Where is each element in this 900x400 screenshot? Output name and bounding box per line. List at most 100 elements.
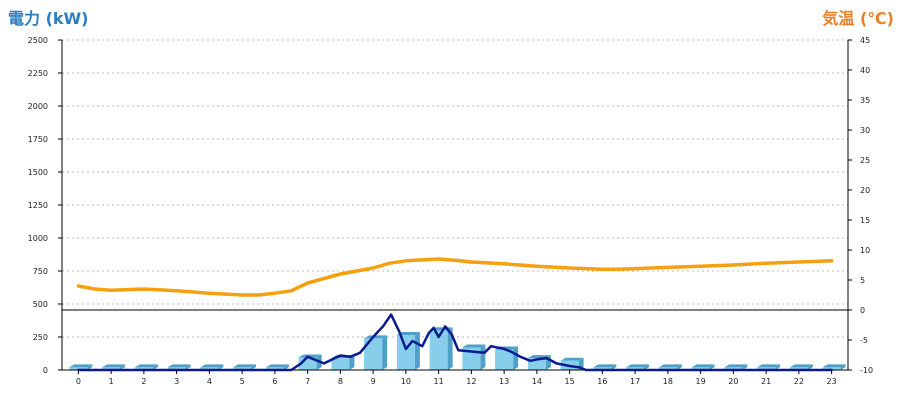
bar-face [102,367,121,370]
left-tick-label: 1500 [28,168,48,177]
bar [757,364,781,370]
left-tick-label: 500 [33,300,48,309]
x-tick-label: 3 [174,377,179,386]
bar-side [349,355,355,370]
x-tick-label: 15 [565,377,575,386]
x-tick-label: 10 [401,377,411,386]
x-tick-label: 12 [466,377,476,386]
x-tick-label: 0 [76,377,81,386]
x-tick-label: 7 [305,377,310,386]
bar-side [742,364,748,370]
bar [593,364,617,370]
bar-side [283,364,289,370]
bar-face [364,338,383,370]
bar-top [789,364,813,368]
x-tick-label: 22 [794,377,804,386]
bar-top [757,364,781,368]
left-tick-label: 0 [43,366,48,375]
bar-top [691,364,715,368]
right-tick-label: 5 [860,276,865,285]
bar-top [626,364,650,368]
bar-top [822,364,846,368]
bar-top [724,364,748,368]
axes-layer [61,40,849,371]
bar-side [807,364,813,370]
x-tick-label: 2 [141,377,146,386]
bar [724,364,748,370]
x-tick-label: 21 [761,377,771,386]
bar [658,364,682,370]
bar [462,344,486,370]
bar-face [495,349,514,370]
left-tick-label: 2500 [28,36,48,45]
bar-top [560,357,584,361]
x-tick-label: 5 [240,377,245,386]
bar-top [102,364,126,368]
bar [200,364,224,370]
x-tick-label: 18 [663,377,673,386]
right-tick-label: 30 [860,126,870,135]
x-tick-label: 8 [338,377,343,386]
left-tick-label: 1750 [28,135,48,144]
bar [233,364,257,370]
right-tick-label: 0 [860,306,865,315]
x-tick-label: 13 [499,377,509,386]
x-tick-label: 23 [827,377,837,386]
left-tick-label: 250 [33,333,48,342]
bar-face [658,367,677,370]
bar-side [382,335,388,370]
bar-side [152,364,158,370]
bars-layer [69,327,846,370]
left-tick-label: 2000 [28,102,48,111]
bar-face [691,367,710,370]
bar-face [167,367,186,370]
temperature-line [76,257,834,297]
bar-side [414,332,420,370]
left-tick-label: 1000 [28,234,48,243]
right-tick-label: 40 [860,66,870,75]
bar-side [480,344,486,370]
bar [167,364,191,370]
bar [265,364,289,370]
bar-face [822,367,841,370]
bar-top [200,364,224,368]
x-tick-label: 17 [630,377,640,386]
bar [364,335,388,370]
x-tick-label: 16 [597,377,607,386]
right-tick-label: -5 [860,336,868,345]
bar-side [185,364,191,370]
bar-top [69,364,93,368]
bar-face [69,367,88,370]
x-tick-label: 20 [728,377,738,386]
bar-side [218,364,224,370]
bar-side [840,364,846,370]
left-tick-label: 1250 [28,201,48,210]
bar-top [396,332,420,336]
bar [134,364,158,370]
bar-face [233,367,252,370]
bar-side [676,364,682,370]
bar-top [462,344,486,348]
right-tick-label: 20 [860,186,870,195]
left-axis-title: 電力 (kW) [8,9,89,28]
bar-top [233,364,257,368]
bar-side [513,346,519,370]
bar-top [364,335,388,339]
bar [822,364,846,370]
lines-layer [76,257,834,372]
bar [69,364,93,370]
bar-face [134,367,153,370]
bar-face [757,367,776,370]
ticks-layer: 02505007501000125015001750200022502500-1… [28,36,873,386]
grid [62,39,848,338]
bar-face [789,367,808,370]
bar-side [775,364,781,370]
bar-face [724,367,743,370]
x-tick-label: 19 [696,377,706,386]
x-tick-label: 9 [371,377,376,386]
x-tick-label: 1 [109,377,114,386]
x-tick-label: 14 [532,377,542,386]
bar-face [200,367,219,370]
